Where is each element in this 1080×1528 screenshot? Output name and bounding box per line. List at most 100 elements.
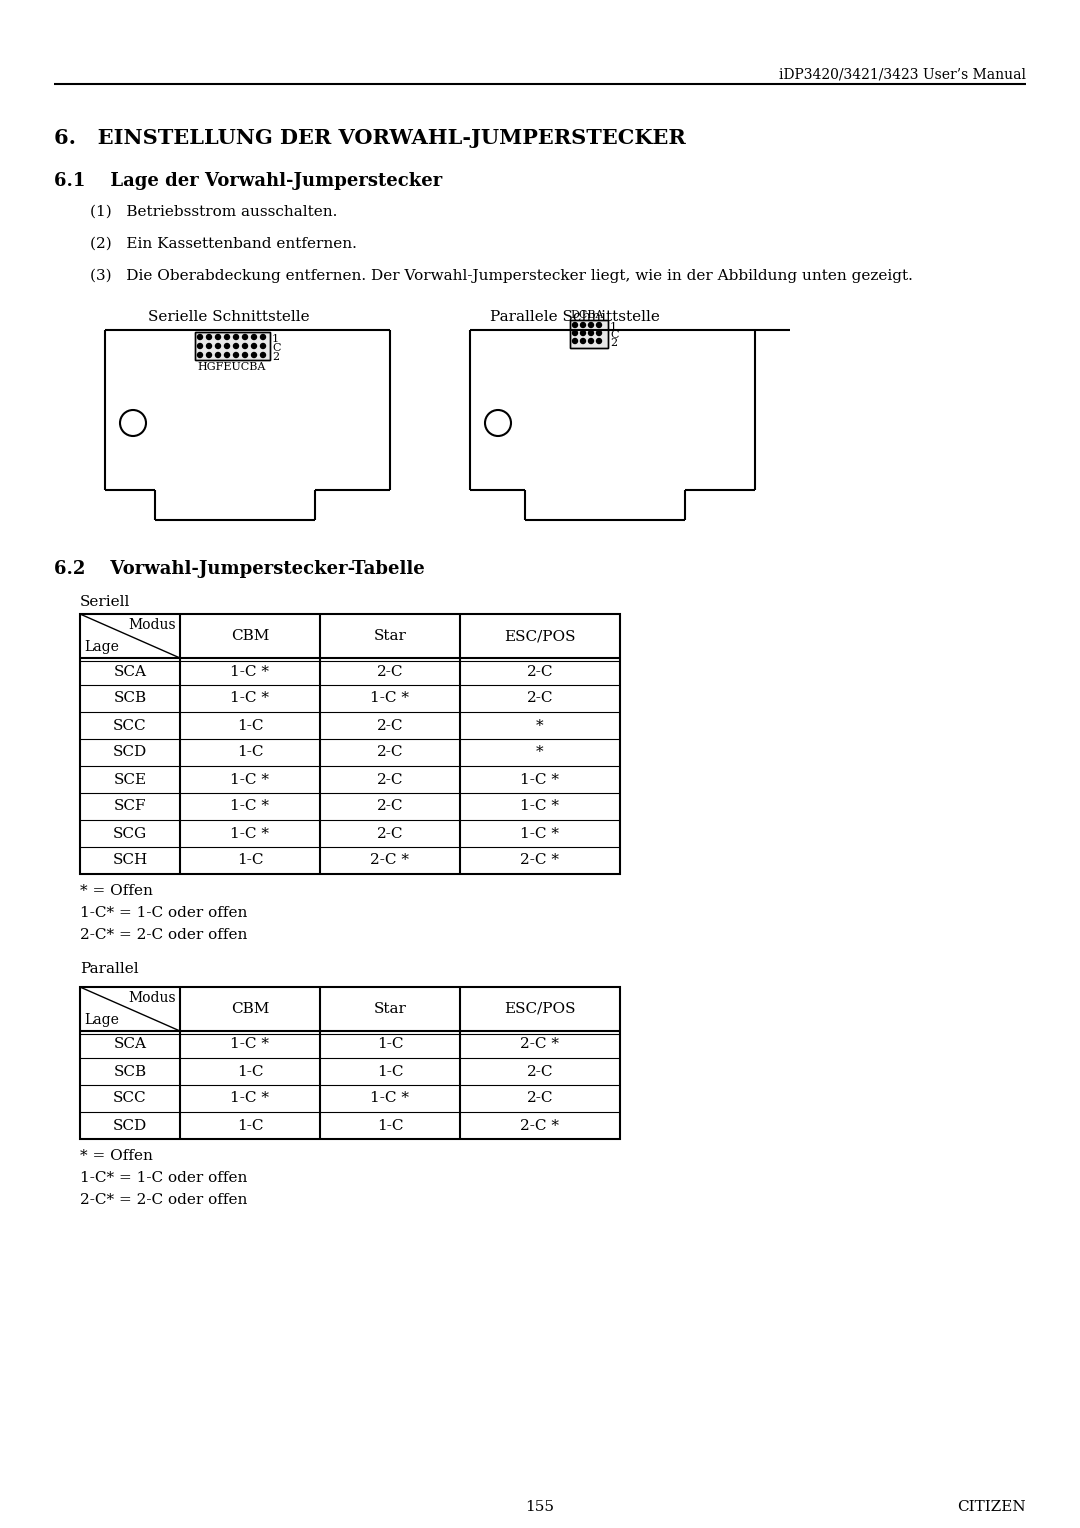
Circle shape xyxy=(198,353,203,358)
Text: 2-C *: 2-C * xyxy=(521,1118,559,1132)
Text: iDP3420/3421/3423 User’s Manual: iDP3420/3421/3423 User’s Manual xyxy=(779,69,1026,83)
Bar xyxy=(195,332,270,361)
Text: 6.2    Vorwahl-Jumperstecker-Tabelle: 6.2 Vorwahl-Jumperstecker-Tabelle xyxy=(54,559,424,578)
Circle shape xyxy=(589,330,594,336)
Text: 1-C *: 1-C * xyxy=(230,799,270,813)
Text: 2-C: 2-C xyxy=(527,665,553,678)
Text: Modus: Modus xyxy=(129,617,176,633)
Circle shape xyxy=(252,353,257,358)
Text: 2-C: 2-C xyxy=(377,718,403,732)
Text: ESC/POS: ESC/POS xyxy=(504,1002,576,1016)
Text: 1-C *: 1-C * xyxy=(230,1038,270,1051)
Circle shape xyxy=(596,322,602,327)
Bar xyxy=(80,614,620,874)
Text: 1-C *: 1-C * xyxy=(370,1091,409,1105)
Circle shape xyxy=(581,322,585,327)
Text: CBM: CBM xyxy=(231,630,269,643)
Text: 1-C: 1-C xyxy=(237,718,264,732)
Circle shape xyxy=(596,339,602,344)
Circle shape xyxy=(216,335,220,339)
Text: SCA: SCA xyxy=(113,665,147,678)
Text: 1-C: 1-C xyxy=(237,854,264,868)
Circle shape xyxy=(243,335,247,339)
Text: 1-C *: 1-C * xyxy=(521,827,559,840)
Text: 1-C *: 1-C * xyxy=(230,692,270,706)
Text: 1-C *: 1-C * xyxy=(230,1091,270,1105)
Text: CBM: CBM xyxy=(231,1002,269,1016)
Circle shape xyxy=(233,353,239,358)
Text: 6.1    Lage der Vorwahl-Jumperstecker: 6.1 Lage der Vorwahl-Jumperstecker xyxy=(54,173,442,189)
Text: *: * xyxy=(536,746,544,759)
Text: Lage: Lage xyxy=(84,640,119,654)
Text: 1: 1 xyxy=(610,322,617,332)
Circle shape xyxy=(198,344,203,348)
Text: 1-C *: 1-C * xyxy=(230,773,270,787)
Text: CITIZEN: CITIZEN xyxy=(957,1500,1026,1514)
Text: 1-C: 1-C xyxy=(377,1065,403,1079)
Circle shape xyxy=(225,335,229,339)
Text: 1-C: 1-C xyxy=(237,1118,264,1132)
Circle shape xyxy=(198,335,203,339)
Circle shape xyxy=(206,335,212,339)
Text: 2-C: 2-C xyxy=(527,1091,553,1105)
Text: 2-C: 2-C xyxy=(377,773,403,787)
Text: 2-C: 2-C xyxy=(377,665,403,678)
Text: 2-C: 2-C xyxy=(377,746,403,759)
Text: 1-C *: 1-C * xyxy=(521,799,559,813)
Text: SCD: SCD xyxy=(113,1118,147,1132)
Text: DCBA: DCBA xyxy=(570,310,604,319)
Circle shape xyxy=(243,344,247,348)
Bar xyxy=(570,319,608,348)
Text: ESC/POS: ESC/POS xyxy=(504,630,576,643)
Circle shape xyxy=(572,330,578,336)
Text: HGFEUCBA: HGFEUCBA xyxy=(197,362,266,371)
Circle shape xyxy=(252,335,257,339)
Circle shape xyxy=(260,353,266,358)
Text: 1-C *: 1-C * xyxy=(521,773,559,787)
Text: 1: 1 xyxy=(272,335,279,344)
Text: 1-C: 1-C xyxy=(237,746,264,759)
Text: (1)   Betriebsstrom ausschalten.: (1) Betriebsstrom ausschalten. xyxy=(90,205,337,219)
Text: C: C xyxy=(272,342,281,353)
Text: Serielle Schnittstelle: Serielle Schnittstelle xyxy=(148,310,310,324)
Text: Parallel: Parallel xyxy=(80,963,138,976)
Circle shape xyxy=(216,344,220,348)
Text: SCE: SCE xyxy=(113,773,147,787)
Circle shape xyxy=(252,344,257,348)
Text: SCA: SCA xyxy=(113,1038,147,1051)
Circle shape xyxy=(572,322,578,327)
Text: Modus: Modus xyxy=(129,992,176,1005)
Circle shape xyxy=(216,353,220,358)
Bar xyxy=(195,332,270,361)
Text: 1-C *: 1-C * xyxy=(230,665,270,678)
Text: SCB: SCB xyxy=(113,692,147,706)
Text: Parallele Schnittstelle: Parallele Schnittstelle xyxy=(490,310,660,324)
Text: *: * xyxy=(536,718,544,732)
Circle shape xyxy=(581,339,585,344)
Circle shape xyxy=(589,339,594,344)
Text: 1-C: 1-C xyxy=(377,1038,403,1051)
Text: 2-C: 2-C xyxy=(527,1065,553,1079)
Circle shape xyxy=(581,330,585,336)
Text: 2-C *: 2-C * xyxy=(370,854,409,868)
Text: 1-C *: 1-C * xyxy=(230,827,270,840)
Text: (2)   Ein Kassettenband entfernen.: (2) Ein Kassettenband entfernen. xyxy=(90,237,356,251)
Text: 1-C* = 1-C oder offen: 1-C* = 1-C oder offen xyxy=(80,906,247,920)
Text: 6.   EINSTELLUNG DER VORWAHL-JUMPERSTECKER: 6. EINSTELLUNG DER VORWAHL-JUMPERSTECKER xyxy=(54,128,686,148)
Text: SCD: SCD xyxy=(113,746,147,759)
Text: SCC: SCC xyxy=(113,1091,147,1105)
Circle shape xyxy=(233,335,239,339)
Text: 1-C: 1-C xyxy=(377,1118,403,1132)
Text: 2-C: 2-C xyxy=(527,692,553,706)
Text: * = Offen: * = Offen xyxy=(80,1149,153,1163)
Circle shape xyxy=(596,330,602,336)
Circle shape xyxy=(243,353,247,358)
Text: 1-C *: 1-C * xyxy=(370,692,409,706)
Text: 2-C *: 2-C * xyxy=(521,854,559,868)
Text: Seriell: Seriell xyxy=(80,594,131,610)
Text: 2-C* = 2-C oder offen: 2-C* = 2-C oder offen xyxy=(80,1193,247,1207)
Text: SCH: SCH xyxy=(112,854,148,868)
Text: 2: 2 xyxy=(610,338,617,348)
Text: Star: Star xyxy=(374,1002,406,1016)
Circle shape xyxy=(206,344,212,348)
